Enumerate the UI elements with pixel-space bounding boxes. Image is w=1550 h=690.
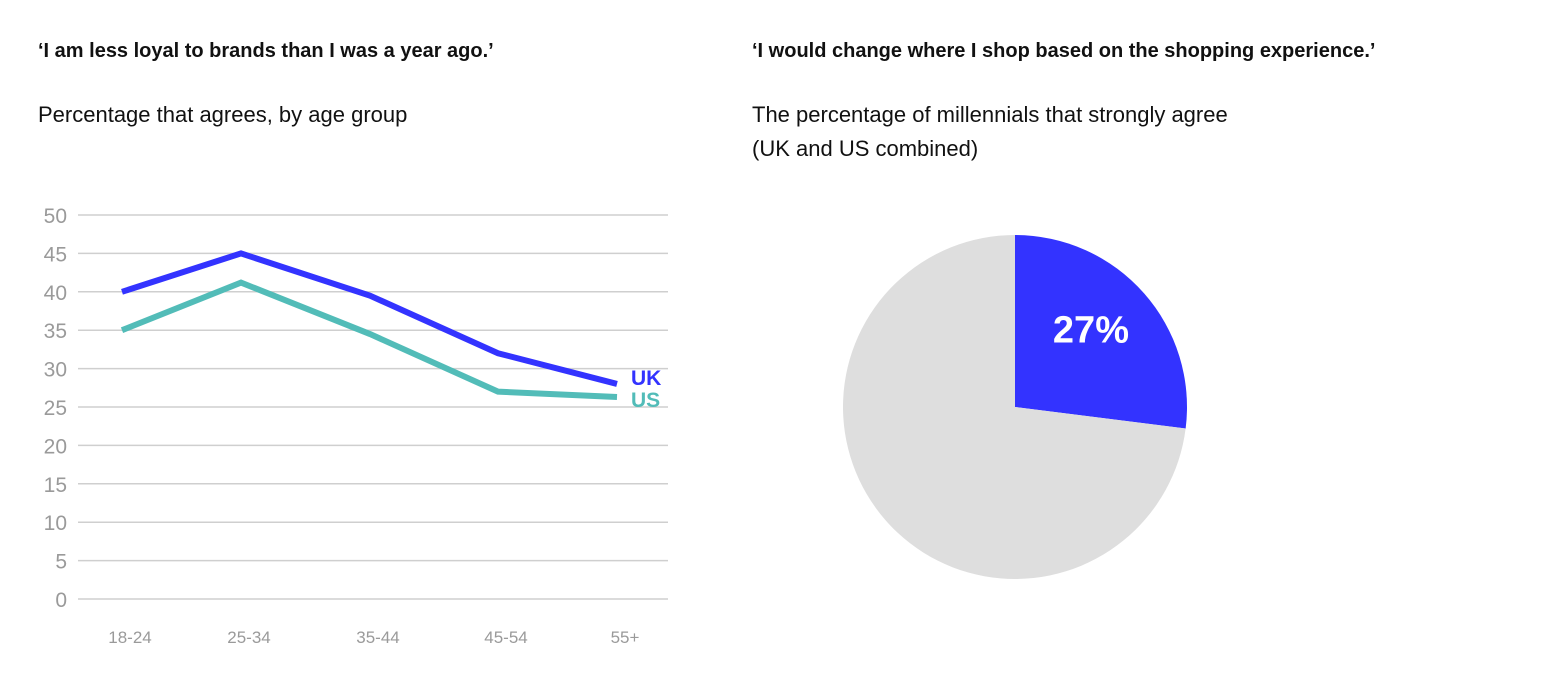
pie-subtitle-line-1: The percentage of millennials that stron…	[752, 102, 1228, 127]
y-tick-label: 40	[44, 282, 67, 305]
pie-chart-subtitle: The percentage of millennials that stron…	[752, 98, 1228, 166]
y-tick-label: 10	[44, 512, 67, 535]
series-line-uk	[121, 250, 618, 387]
x-tick-label: 35-44	[356, 628, 399, 647]
y-tick-label: 20	[44, 435, 67, 458]
x-tick-label: 55+	[611, 628, 640, 647]
y-tick-label: 5	[55, 551, 67, 574]
series-label-uk: UK	[631, 367, 661, 390]
line-chart-subtitle: Percentage that agrees, by age group	[38, 102, 408, 127]
pie-chart: 27%	[843, 235, 1187, 579]
x-tick-label: 25-34	[227, 628, 270, 647]
y-tick-label: 45	[44, 243, 67, 266]
pie-chart-title: ‘I would change where I shop based on th…	[752, 40, 1376, 62]
line-chart-panel: ‘I am less loyal to brands than I was a …	[0, 0, 720, 690]
line-chart-title: ‘I am less loyal to brands than I was a …	[38, 40, 494, 62]
pie-subtitle-line-2: (UK and US combined)	[752, 136, 979, 161]
y-tick-label: 15	[44, 474, 67, 497]
pie-chart-panel: ‘I would change where I shop based on th…	[720, 0, 1550, 690]
y-tick-label: 50	[44, 205, 67, 228]
pie-slice-other	[843, 235, 1186, 579]
x-tick-label: 18-24	[108, 628, 151, 647]
pie-slice-strongly-agree	[1015, 235, 1187, 429]
y-tick-label: 25	[44, 397, 67, 420]
series-line-us	[120, 279, 618, 401]
y-tick-label: 0	[55, 589, 67, 612]
x-tick-label: 45-54	[484, 628, 527, 647]
series-label-us: US	[631, 389, 660, 412]
pie-slice-label: 27%	[1053, 309, 1129, 351]
y-tick-label: 35	[44, 320, 67, 343]
y-tick-label: 30	[44, 359, 67, 382]
